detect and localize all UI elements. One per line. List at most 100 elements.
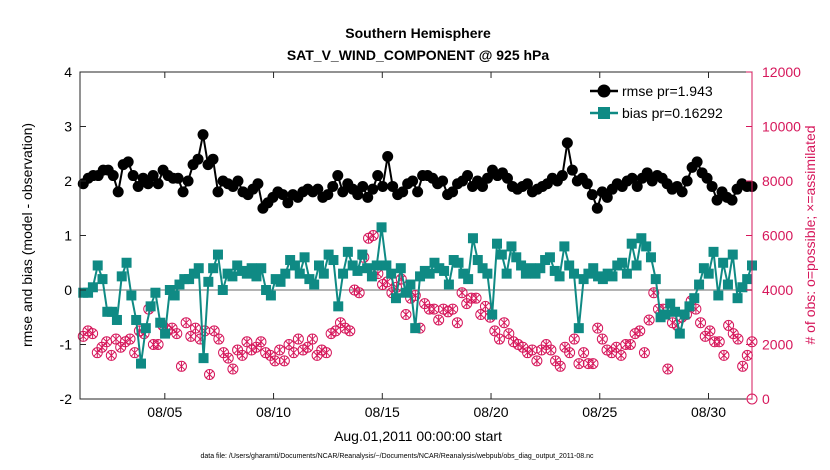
x-axis-label: Aug.01,2011 00:00:00 start [334,428,502,444]
y2-tick-label: 2000 [762,337,793,353]
y2-tick-label: 10000 [762,119,801,135]
obs-possible-point [241,336,253,348]
bias-point [323,249,334,260]
bias-point [708,246,719,257]
bias-point [241,268,252,279]
rmse-point [127,170,139,182]
bias-point [285,255,296,266]
rmse-point [142,178,154,190]
obs-assimilated-point [247,345,256,355]
obs-possible-point [180,317,192,329]
obs-assimilated-point [350,285,359,295]
bias-point [289,260,300,271]
obs-assimilated-point [631,329,639,339]
bias-point [535,263,546,274]
y2-tick-label: 0 [762,391,770,407]
bias-point [665,298,676,309]
rmse-point [412,186,424,198]
bias-point [492,238,503,249]
rmse-point [372,170,384,182]
bias-point [203,276,214,287]
obs-assimilated-point [528,345,537,355]
obs-assimilated-point [509,337,518,347]
bias-point [718,257,729,268]
obs-possible-point [695,317,707,329]
obs-assimilated-point [257,337,265,347]
obs-possible-point [596,333,608,345]
obs-assimilated-point [322,348,331,358]
obs-possible-point [568,333,580,345]
obs-possible-point [269,355,281,367]
obs-assimilated-point [233,345,242,355]
bias-point [443,279,454,290]
bias-point [198,353,209,364]
bias-point [381,260,392,271]
obs-assimilated-point [355,288,364,298]
bias-point [376,222,387,233]
rmse-point [711,194,723,206]
obs-assimilated-point [453,318,462,328]
obs-assimilated-point [472,293,480,303]
bias-point [174,279,185,290]
rmse-point [706,180,718,192]
y-tick-label: 0 [64,282,72,298]
bias-point [294,268,305,279]
bias-point [131,314,142,325]
obs-assimilated-point [724,320,733,330]
obs-assimilated-point [88,329,97,339]
obs-assimilated-point [537,345,546,355]
x-tick-label: 08/30 [691,404,726,420]
obs-assimilated-point [84,326,92,336]
obs-possible-point [573,358,585,370]
rmse-point [462,170,474,182]
x-tick-label: 08/15 [365,404,400,420]
obs-possible-point [578,347,590,359]
rmse-point [197,129,209,141]
bias-series-group [78,222,757,369]
obs-possible-point [456,287,468,299]
bias-point [530,268,541,279]
obs-assimilated-point [271,356,279,366]
obs-assimilated-point [210,326,219,336]
obs-possible-point [292,333,304,345]
bias-point [439,265,450,276]
rmse-point [252,178,264,190]
bias-point [496,249,507,260]
bias-point [212,249,223,260]
obs-assimilated-point [79,331,88,341]
rmse-point [112,186,124,198]
bias-point [371,260,382,271]
obs-assimilated-point [734,334,742,344]
obs-assimilated-point [308,334,317,344]
obs-assimilated-point [261,348,270,358]
y2-tick-label: 6000 [762,228,793,244]
rmse-point [591,202,603,214]
bias-point [617,257,628,268]
rmse-point [282,197,294,209]
obs-assimilated-point [313,350,321,360]
obs-assimilated-point [715,337,724,347]
y-tick-label: 4 [64,64,72,80]
bias-point [232,260,243,271]
rmse-point [357,180,369,192]
data-file-footnote: data file: /Users/gharamti/Documents/NCA… [200,453,594,460]
obs-assimilated-point [345,326,354,336]
bias-point [251,271,262,282]
obs-assimilated-point [640,348,649,358]
bias-point [390,293,401,304]
obs-assimilated-point [738,361,747,371]
bias-point [568,268,579,279]
bias-point [453,257,464,268]
obs-possible-point [400,309,412,321]
bias-point [280,268,291,279]
chart-title: Southern Hemisphere [345,25,491,41]
rmse-point [377,180,389,192]
bias-point [246,263,257,274]
bias-point [737,282,748,293]
bias-point [713,290,724,301]
bias-point [400,287,411,298]
rmse-point [147,170,159,182]
y2-tick-label: 4000 [762,282,793,298]
y2-tick-label: 8000 [762,173,793,189]
